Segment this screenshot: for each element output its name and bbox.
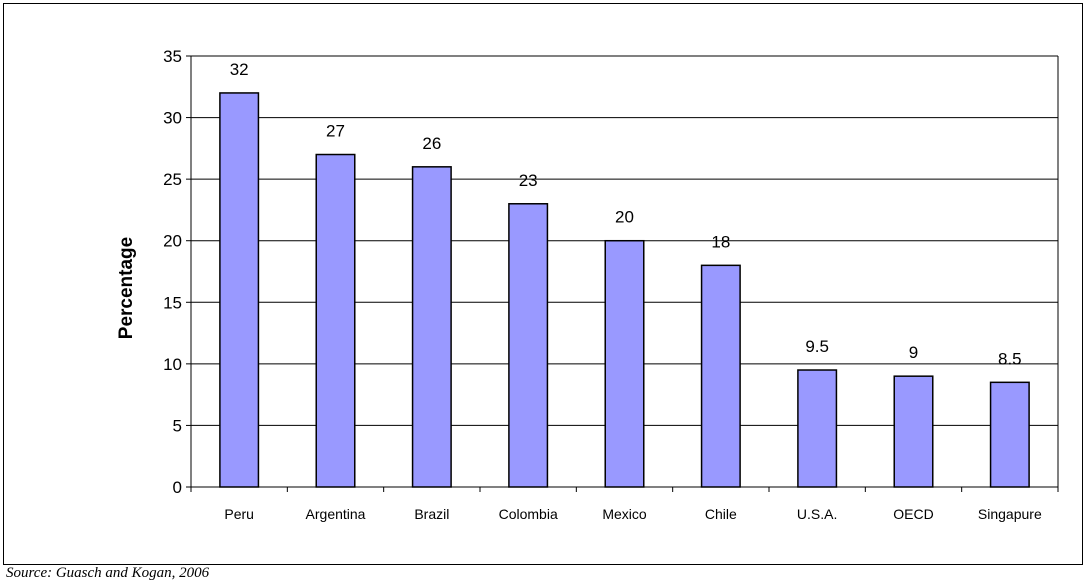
data-label: 32 <box>230 60 249 79</box>
x-category-label: Peru <box>224 506 254 522</box>
y-tick-label: 5 <box>173 416 182 435</box>
data-label: 26 <box>422 134 441 153</box>
data-label: 18 <box>711 232 730 251</box>
data-label: 23 <box>519 171 538 190</box>
data-label: 20 <box>615 208 634 227</box>
bar <box>315 153 356 488</box>
bar <box>893 375 934 488</box>
y-tick-label: 0 <box>173 478 182 497</box>
data-label: 27 <box>326 122 345 141</box>
y-tick-label: 35 <box>163 47 182 66</box>
y-tick-label: 25 <box>163 170 182 189</box>
x-category-label: OECD <box>893 506 933 522</box>
x-category-label: Argentina <box>306 506 366 522</box>
data-label: 8.5 <box>998 349 1022 368</box>
figure-frame <box>3 3 1083 565</box>
x-category-label: Singapure <box>978 506 1042 522</box>
x-category-label: Mexico <box>602 506 647 522</box>
bar <box>219 92 260 488</box>
bar <box>411 166 452 488</box>
bar <box>508 203 549 488</box>
bar <box>989 381 1030 488</box>
x-category-label: Colombia <box>499 506 558 522</box>
data-label: 9.5 <box>805 337 829 356</box>
bar <box>797 369 838 488</box>
bar-chart: 0 5 10 15 20 25 30 35 32 Peru 27 Argentina 26 Brazil 2… <box>116 47 1059 522</box>
y-axis-title: Percentage <box>116 237 137 339</box>
y-tick-label: 30 <box>163 109 182 128</box>
bar <box>604 239 645 488</box>
x-category-label: U.S.A. <box>797 506 837 522</box>
x-category-label: Chile <box>705 506 737 522</box>
bar <box>700 264 741 488</box>
x-category-label: Brazil <box>414 506 449 522</box>
y-tick-label: 15 <box>163 293 182 312</box>
source-note: Source: Guasch and Kogan, 2006 <box>6 565 210 581</box>
y-tick-label: 20 <box>163 232 182 251</box>
y-tick-label: 10 <box>163 355 182 374</box>
data-label: 9 <box>909 343 918 362</box>
